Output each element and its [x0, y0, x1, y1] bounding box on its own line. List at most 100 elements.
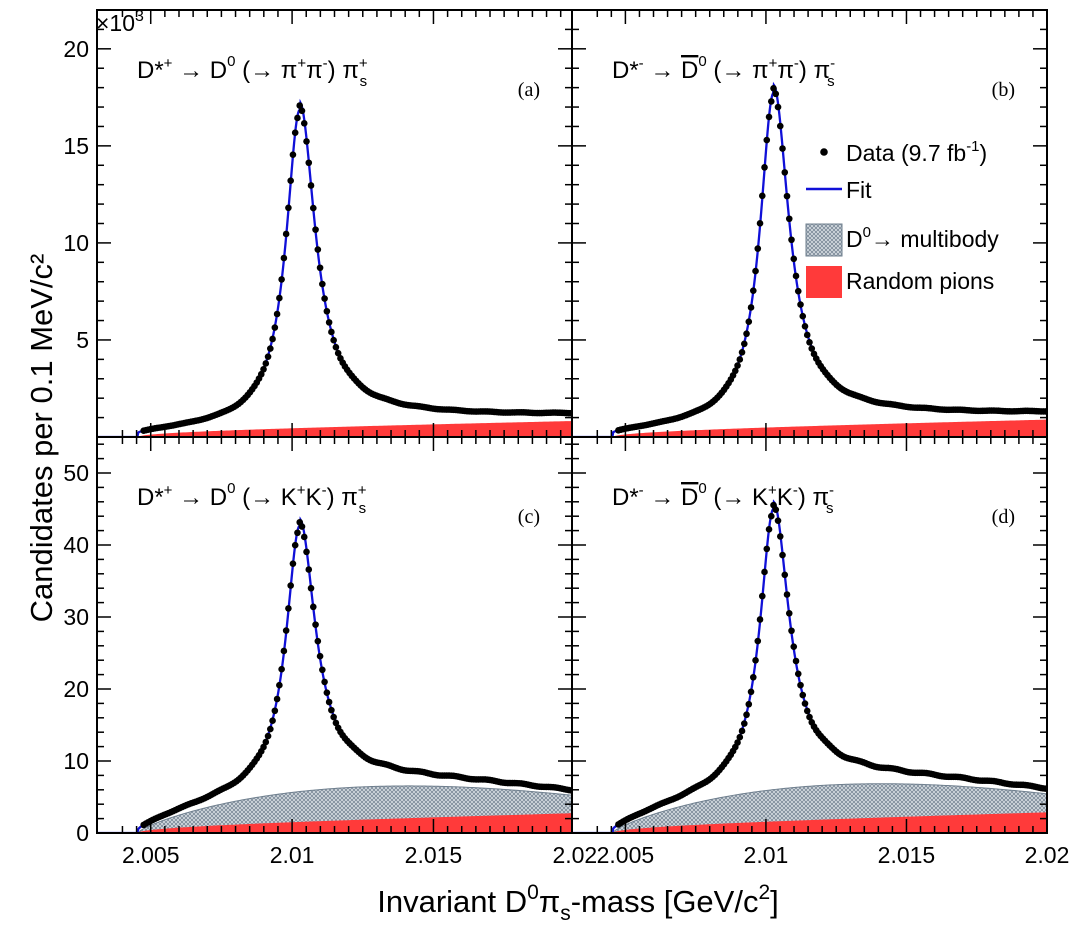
data-point: [289, 560, 297, 567]
data-point: [276, 294, 283, 302]
data-point: [309, 603, 317, 611]
data-point: [772, 506, 780, 513]
data-point: [316, 264, 324, 272]
legend-random-swatch: [806, 266, 842, 298]
legend-data-label: Data (9.7 fb-1): [846, 138, 987, 166]
data-point: [264, 353, 272, 360]
panel-tag-c: (c): [518, 506, 540, 528]
data-point: [278, 276, 285, 283]
data-point: [761, 568, 768, 576]
y-tick-label: 10: [63, 748, 89, 774]
data-point: [262, 360, 270, 367]
data-point: [291, 129, 299, 136]
legend-multibody-swatch: [805, 223, 843, 257]
data-point: [734, 739, 741, 746]
data-point: [260, 365, 267, 373]
data-point: [319, 280, 326, 288]
panel-b: (b) D*- → D0 (→ π+π-) π-s: [571, 9, 1048, 438]
panel-d: 2.005 2.01 2.015 2.02 (d) D*- → D0 (→ K+K-) π…: [571, 436, 1069, 868]
data-point: [808, 345, 816, 352]
data-point: [303, 548, 310, 556]
data-point: [781, 169, 789, 176]
data-point: [257, 370, 265, 378]
random-pions-area-a: [97, 421, 572, 437]
data-point: [783, 192, 791, 200]
data-point: [567, 409, 572, 417]
legend-multibody-label: D0→ multibody: [846, 224, 999, 252]
data-point: [779, 145, 786, 152]
data-point: [788, 627, 795, 635]
data-points-c: [140, 518, 572, 829]
data-point: [271, 324, 279, 331]
y-multiplier: ×103: [96, 8, 144, 36]
data-point: [321, 295, 328, 302]
data-point: [303, 138, 310, 145]
data-point: [752, 267, 759, 275]
data-point: [801, 700, 809, 707]
data-point: [732, 367, 739, 375]
data-point: [734, 362, 741, 369]
data-point: [799, 312, 807, 320]
data-point: [280, 254, 288, 262]
data-point: [767, 512, 775, 520]
data-point: [785, 215, 793, 223]
legend-data-marker: [820, 148, 828, 156]
data-point: [758, 592, 766, 600]
data-point: [285, 204, 292, 212]
data-point: [269, 717, 276, 725]
data-point: [334, 349, 342, 357]
panel-title-c: D*+ → D0 (→ K+K-) π+ s: [137, 480, 367, 517]
data-point: [300, 120, 308, 127]
data-point: [756, 616, 764, 623]
data-point: [276, 681, 283, 689]
data-point: [330, 336, 337, 344]
data-point: [287, 177, 294, 185]
data-point: [307, 584, 315, 592]
panel-tag-b: (b): [992, 79, 1015, 101]
data-points-a: [140, 102, 572, 435]
data-point: [776, 122, 784, 130]
data-point: [305, 159, 313, 167]
data-point: [797, 301, 804, 308]
data-point: [772, 90, 780, 98]
data-point: [792, 657, 800, 665]
x-tick-label: 2.005: [597, 842, 655, 868]
data-point: [761, 164, 768, 171]
data-point: [273, 310, 281, 318]
y-tick-label: 50: [63, 460, 89, 486]
data-point: [794, 287, 802, 295]
data-point: [260, 743, 267, 751]
data-point: [792, 272, 800, 280]
random-pions-area-d: [572, 812, 1047, 833]
data-point: [271, 707, 279, 715]
data-point: [747, 304, 755, 311]
x-tick-label: 2.015: [878, 842, 936, 868]
data-point: [754, 245, 762, 252]
data-point: [736, 733, 744, 741]
data-point: [781, 571, 789, 579]
data-point: [321, 678, 328, 686]
data-point: [314, 246, 322, 253]
x-tick-label: 2.02: [552, 842, 597, 868]
data-point: [282, 230, 290, 238]
legend-random-label: Random pions: [846, 268, 994, 294]
y-tick-label: 20: [63, 36, 89, 62]
data-point: [790, 643, 798, 650]
panel-c: 0 10 20 30 40 50 2.005 2.01 2.015 2.02 (c) D*+ → D0…: [63, 436, 597, 868]
data-point: [328, 706, 335, 714]
data-point: [312, 226, 319, 233]
data-point: [774, 517, 782, 524]
panel-title-a: D*+ → D0 (→ π+π-) π+ s: [137, 53, 368, 90]
data-point: [332, 343, 340, 351]
fit-curve-c: [97, 516, 572, 833]
data-point: [763, 545, 771, 553]
data-point: [300, 533, 308, 541]
data-point: [803, 331, 811, 339]
data-point: [758, 192, 766, 200]
data-point: [1042, 408, 1047, 415]
y-tick-label: 30: [63, 604, 89, 630]
data-point: [756, 220, 764, 227]
data-point: [262, 738, 270, 746]
data-point: [745, 700, 753, 708]
